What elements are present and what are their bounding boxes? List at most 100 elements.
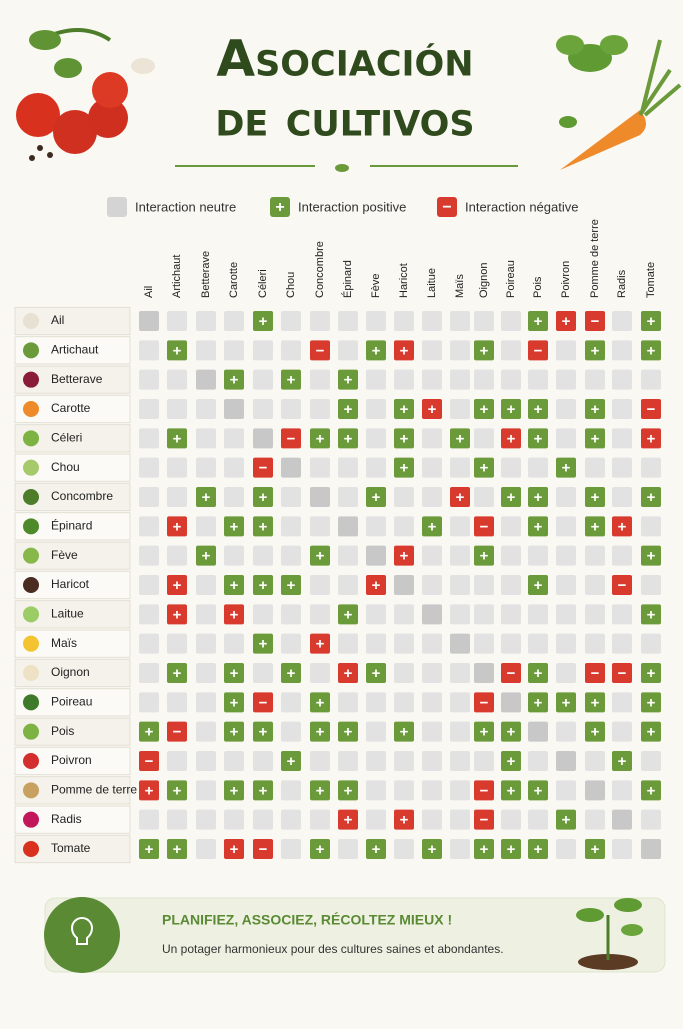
cell-symbol: + [344,401,353,418]
cell-symbol: + [480,401,489,418]
cell [224,369,244,390]
row-label: Pomme de terre [51,783,137,797]
cell-symbol: + [230,694,239,711]
cell [501,545,521,566]
cell [167,839,187,859]
cell [196,545,216,566]
row-icon [23,811,39,828]
cell [224,692,244,713]
cell [196,516,216,537]
cell [501,399,521,419]
cell-symbol: + [480,342,489,359]
title-line: de cultivos [215,90,474,148]
cell [556,692,576,713]
carrot-illustration [556,35,682,170]
column-header: Céleri [257,269,269,298]
cell [641,399,661,419]
cell [281,604,301,625]
cell-symbol: + [316,548,325,565]
cell [167,575,187,595]
cell-symbol: − [480,812,489,829]
cell-symbol: + [507,401,516,418]
cell [474,545,494,566]
cell [366,751,386,771]
cell [422,399,442,419]
cell [585,780,605,801]
cell [556,575,576,595]
cell [366,780,386,801]
cell-symbol: + [400,401,409,418]
cell [612,692,632,713]
cell-symbol: − [507,665,516,682]
cell [196,340,216,361]
cell [556,839,576,859]
cell [394,633,414,654]
cell [641,780,661,801]
cell [641,516,661,537]
cell [394,516,414,537]
cell [585,516,605,537]
legend: Interaction neutre + Interaction positive −… [107,197,578,217]
cell [281,428,301,449]
footer-text: Un potager harmonieux pour des cultures … [162,942,504,956]
cell-symbol: − [647,401,656,418]
cell-symbol: + [647,430,656,447]
row-label: Laitue [51,607,84,621]
cell [394,663,414,683]
cell [366,839,386,859]
cell-symbol: + [400,548,409,565]
row-icon [23,635,39,652]
tomato-illustration [16,28,155,161]
cell [501,633,521,654]
cell [281,457,301,478]
cell [281,575,301,595]
cell [556,487,576,507]
cell [196,839,216,859]
row-icon [23,459,39,476]
cell [641,369,661,390]
cell-symbol: + [400,430,409,447]
cell [474,575,494,595]
cell [338,545,358,566]
cell [474,663,494,683]
cell [310,369,330,390]
cell-symbol: + [480,841,489,858]
cell-symbol: + [647,313,656,330]
cell [253,340,273,361]
cell [641,487,661,507]
cell [139,780,159,801]
cell [585,575,605,595]
cell [528,839,548,859]
row-label: Haricot [51,577,90,591]
cell [253,839,273,859]
cell [196,428,216,449]
cell-symbol: + [316,782,325,799]
cell-symbol: + [591,430,600,447]
cell [366,340,386,361]
cell-symbol: + [591,401,600,418]
seedling-illustration [576,898,643,970]
cell-symbol: + [287,665,296,682]
column-header: Pomme de terre [589,219,601,298]
cell [394,721,414,742]
cell [366,633,386,654]
cell [167,311,187,331]
cell-symbol: + [230,724,239,741]
cell [338,633,358,654]
cell [224,545,244,566]
column-header: Tomate [645,262,657,298]
cell [139,545,159,566]
cell [196,487,216,507]
cell [450,428,470,449]
cell [366,692,386,713]
cell [196,399,216,419]
cell [474,487,494,507]
cell [281,809,301,830]
row-icon [23,313,39,329]
cell [585,399,605,419]
cell [253,516,273,537]
cell [528,516,548,537]
cell [139,721,159,742]
cell [366,663,386,683]
cell [139,692,159,713]
